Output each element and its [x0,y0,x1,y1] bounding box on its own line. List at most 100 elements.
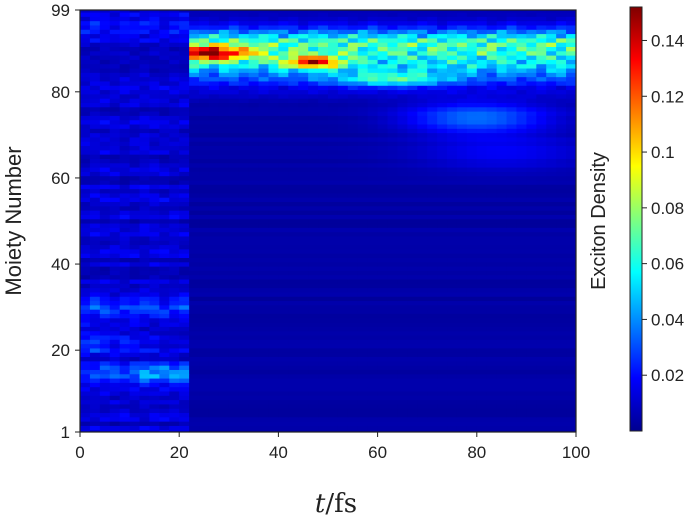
heatmap-cell [199,106,210,112]
heatmap-cell [337,89,349,95]
heatmap-cell [99,261,111,267]
heatmap-cell [377,356,388,362]
heatmap-cell [268,171,279,177]
heatmap-cell [298,141,309,147]
heatmap-cell [546,128,557,134]
heatmap-cell [199,352,210,358]
heatmap-cell [496,205,507,211]
heatmap-cell [298,12,309,17]
heatmap-cell [516,365,527,370]
heatmap-cell [447,296,458,302]
heatmap-cell [347,145,359,151]
heatmap-cell [476,167,488,172]
heatmap-cell [99,175,111,181]
heatmap-cell [556,184,567,190]
heatmap-cell [456,309,468,314]
heatmap-cell [248,248,259,254]
heatmap-cell [387,348,398,353]
heatmap-cell [179,335,190,340]
heatmap-cell [189,55,200,60]
heatmap-cell [99,50,111,56]
heatmap-cell [268,141,279,147]
heatmap-cell [427,119,438,125]
heatmap-cell [149,72,160,78]
heatmap-cell [526,29,537,35]
heatmap-cell [208,20,220,26]
heatmap-cell [486,378,498,383]
heatmap-cell [437,425,448,431]
heatmap-cell [80,98,91,103]
heatmap-cell [268,25,279,30]
heatmap-cell [89,421,101,426]
heatmap-cell [427,399,438,405]
heatmap-cell [208,326,220,332]
heatmap-cell [119,25,130,30]
heatmap-cell [516,50,527,56]
heatmap-cell [357,188,369,194]
heatmap-cell [427,197,438,203]
heatmap-cell [407,137,418,142]
heatmap-cell [427,266,438,271]
heatmap-cell [99,37,111,43]
heatmap-cell [99,248,111,254]
heatmap-cell [397,50,408,56]
heatmap-cell [566,188,577,194]
heatmap-cell [149,201,160,207]
heatmap-cell [417,425,428,431]
heatmap-cell [387,236,398,241]
heatmap-cell [99,304,111,310]
heatmap-cell [89,111,101,116]
heatmap-cell [208,10,220,13]
heatmap-cell [99,287,111,293]
heatmap-cell [397,365,408,370]
heatmap-cell [318,10,329,13]
heatmap-cell [199,132,210,138]
heatmap-cell [258,231,269,237]
heatmap-cell [179,360,190,366]
heatmap-cell [377,231,388,237]
heatmap-cell [516,391,527,396]
heatmap-cell [258,10,269,13]
heatmap-cell [228,102,240,108]
heatmap-cell [476,59,488,65]
heatmap-cell [278,167,289,172]
heatmap-cell [189,330,200,336]
heatmap-cell [337,46,349,52]
heatmap-cell [347,227,359,233]
heatmap-cell [337,373,349,379]
heatmap-cell [119,313,130,319]
heatmap-cell [466,180,478,185]
heatmap-cell [298,356,309,362]
heatmap-cell [129,154,140,159]
heatmap-cell [337,236,349,241]
heatmap-cell [199,304,210,310]
heatmap-cell [109,236,121,241]
heatmap-cell [427,369,438,375]
heatmap-cell [347,180,359,185]
heatmap-cell [437,111,448,116]
heatmap-cell [109,253,121,259]
heatmap-cell [238,205,250,211]
heatmap-cell [308,63,319,69]
heatmap-cell [199,89,210,95]
heatmap-cell [278,25,289,30]
heatmap-cell [516,373,527,379]
heatmap-cell [109,218,121,224]
heatmap-cell [456,343,468,349]
heatmap-cell [447,193,458,198]
heatmap-cell [377,63,388,69]
heatmap-cell [387,378,398,383]
heatmap-cell [566,287,577,293]
heatmap-cell [149,12,160,17]
heatmap-cell [218,317,230,323]
heatmap-cell [218,253,230,259]
heatmap-cell [437,382,448,388]
heatmap-cell [268,128,279,134]
heatmap-cell [476,300,488,306]
heatmap-cell [546,429,557,433]
heatmap-cell [566,236,577,241]
heatmap-cell [238,313,250,319]
heatmap-cell [169,37,180,43]
heatmap-cell [218,154,230,159]
heatmap-cell [417,76,428,82]
